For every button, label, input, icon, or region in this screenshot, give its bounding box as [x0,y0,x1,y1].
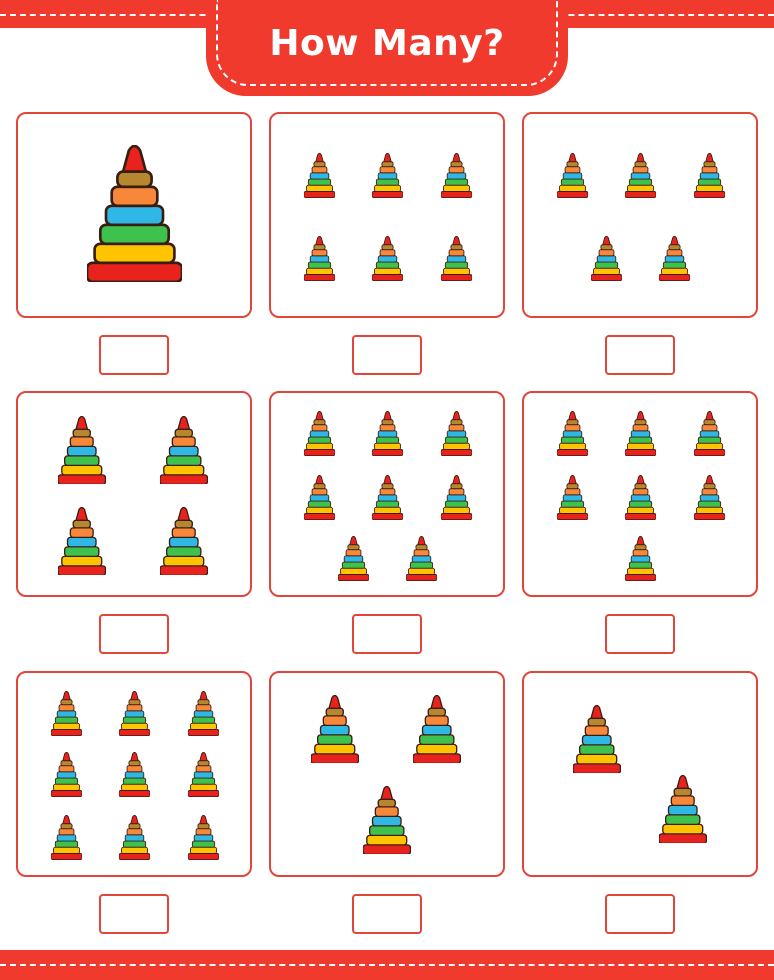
pyramid-ring-toy-icon [303,153,335,202]
pyramid-ring-toy-icon [371,236,403,285]
pyramid-ring-toy-icon [371,475,403,524]
pyramid-ring-toy-icon [693,411,725,460]
pyramid-ring-toy-icon [159,506,209,579]
title-tab-stitch [216,0,558,86]
pyramid-ring-toy-icon [57,506,107,579]
pyramid-ring-toy-icon [303,236,335,285]
count-panel [522,391,758,597]
pyramid-ring-toy-icon [159,415,209,488]
pyramid-ring-toy-icon [310,694,360,767]
pyramid-ring-toy-icon [118,752,150,801]
pyramid-ring-toy-icon [624,475,656,524]
pyramid-ring-toy-icon [50,815,82,864]
answer-box[interactable] [99,335,169,375]
pyramid-ring-toy-icon [572,704,622,777]
pyramid-ring-toy-icon [658,236,690,285]
pyramid-ring-toy-icon [187,752,219,801]
page-title: How Many? [269,23,505,64]
pyramid-ring-toy-icon [556,475,588,524]
pyramid-ring-toy-icon [658,774,708,847]
count-panel [269,112,505,318]
pyramid-ring-toy-icon [57,415,107,488]
answer-box[interactable] [605,894,675,934]
pyramid-ring-toy-icon [693,153,725,202]
answer-box[interactable] [99,614,169,654]
pyramid-ring-toy-icon [440,475,472,524]
pyramid-ring-toy-icon [303,475,335,524]
pyramid-ring-toy-icon [118,691,150,740]
pyramid-ring-toy-icon [412,694,462,767]
title-tab [206,0,568,96]
answer-box[interactable] [605,614,675,654]
answer-box[interactable] [352,614,422,654]
count-panel [522,671,758,877]
pyramid-ring-toy-icon [303,411,335,460]
pyramid-ring-toy-icon [440,236,472,285]
pyramid-ring-toy-icon [371,411,403,460]
pyramid-ring-toy-icon [440,153,472,202]
pyramid-ring-toy-icon [556,411,588,460]
bottom-banner-stitch [0,964,774,966]
pyramid-ring-toy-icon [85,144,183,286]
count-panel [16,391,252,597]
count-panel [269,391,505,597]
pyramid-ring-toy-icon [371,153,403,202]
pyramid-ring-toy-icon [693,475,725,524]
pyramid-ring-toy-icon [337,536,369,585]
count-panel [16,671,252,877]
answer-box[interactable] [352,894,422,934]
pyramid-ring-toy-icon [118,815,150,864]
pyramid-ring-toy-icon [362,785,412,858]
pyramid-ring-toy-icon [624,411,656,460]
pyramid-ring-toy-icon [440,411,472,460]
pyramid-ring-toy-icon [590,236,622,285]
pyramid-ring-toy-icon [624,153,656,202]
pyramid-ring-toy-icon [405,536,437,585]
pyramid-ring-toy-icon [624,536,656,585]
pyramid-ring-toy-icon [50,752,82,801]
count-panel [269,671,505,877]
count-panel [16,112,252,318]
answer-box[interactable] [352,335,422,375]
pyramid-ring-toy-icon [187,691,219,740]
pyramid-ring-toy-icon [556,153,588,202]
pyramid-ring-toy-icon [50,691,82,740]
answer-box[interactable] [99,894,169,934]
answer-box[interactable] [605,335,675,375]
pyramid-ring-toy-icon [187,815,219,864]
count-panel [522,112,758,318]
